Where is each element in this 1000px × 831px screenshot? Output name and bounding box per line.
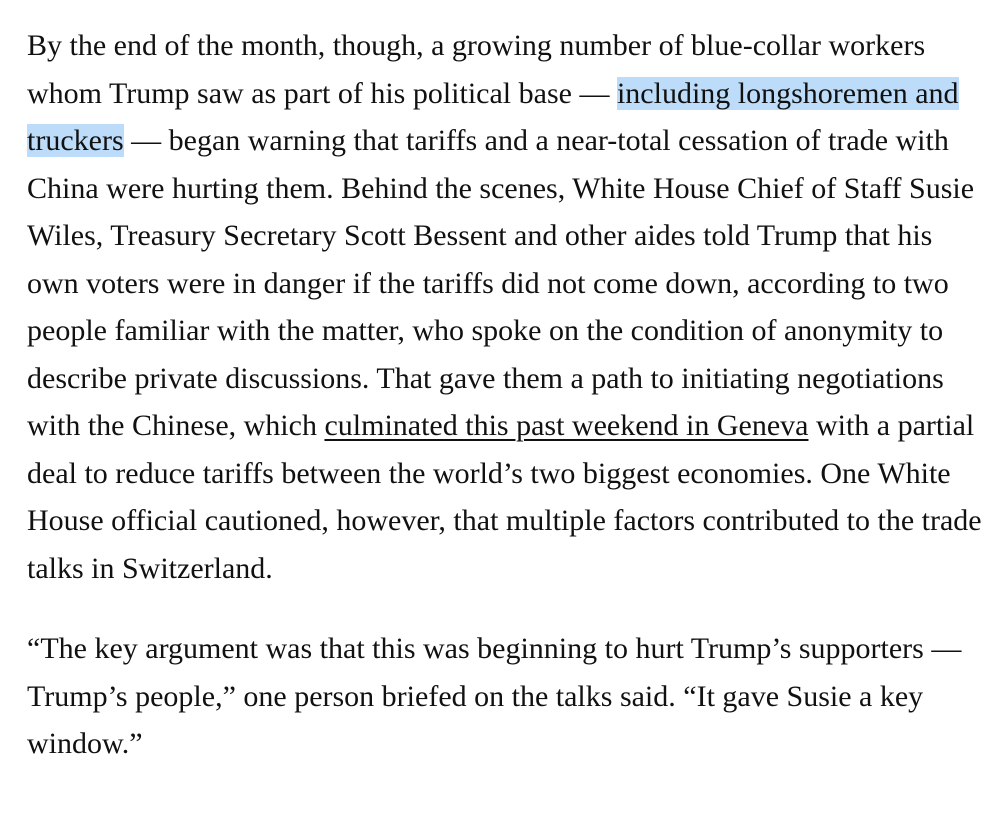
article-paragraph: By the end of the month, though, a growi… [27,22,987,592]
paragraph-text: with a partial deal to reduce tariffs be… [27,409,982,585]
paragraph-text: “The key argument was that this was begi… [27,632,962,760]
geneva-article-link[interactable]: culminated this past weekend in Geneva [324,409,809,442]
paragraph-text: — began warning that tariffs and a near-… [27,124,975,442]
quote-paragraph: “The key argument was that this was begi… [27,625,987,768]
article-body: By the end of the month, though, a growi… [27,22,987,768]
paragraph-text: By the end of the month, though, a growi… [27,29,926,110]
